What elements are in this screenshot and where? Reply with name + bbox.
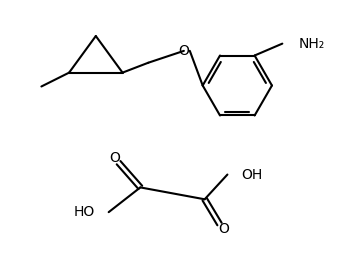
Text: OH: OH xyxy=(241,168,263,182)
Text: HO: HO xyxy=(73,205,95,219)
Text: O: O xyxy=(109,151,120,165)
Text: O: O xyxy=(218,222,229,236)
Text: O: O xyxy=(178,44,189,58)
Text: NH₂: NH₂ xyxy=(298,37,324,51)
